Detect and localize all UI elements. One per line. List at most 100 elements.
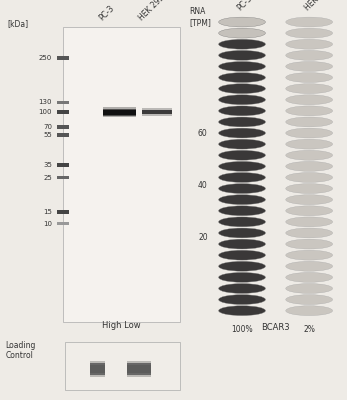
Text: 100: 100 xyxy=(39,109,52,115)
Ellipse shape xyxy=(219,28,265,38)
Ellipse shape xyxy=(219,195,265,204)
Text: 25: 25 xyxy=(43,175,52,181)
Bar xyxy=(57,133,69,137)
Ellipse shape xyxy=(219,50,265,60)
Bar xyxy=(57,222,69,225)
Ellipse shape xyxy=(219,295,265,304)
Ellipse shape xyxy=(286,306,332,316)
Ellipse shape xyxy=(286,139,332,149)
Ellipse shape xyxy=(219,73,265,82)
Text: PC-3: PC-3 xyxy=(236,0,254,12)
Ellipse shape xyxy=(286,28,332,38)
Ellipse shape xyxy=(219,250,265,260)
Ellipse shape xyxy=(286,162,332,171)
Text: HEK 293: HEK 293 xyxy=(137,0,166,22)
Ellipse shape xyxy=(286,128,332,138)
Ellipse shape xyxy=(286,62,332,71)
Text: 70: 70 xyxy=(43,124,52,130)
Ellipse shape xyxy=(286,50,332,60)
Bar xyxy=(103,111,136,116)
Ellipse shape xyxy=(219,239,265,249)
Text: 55: 55 xyxy=(43,132,52,138)
Ellipse shape xyxy=(219,84,265,94)
Text: 40: 40 xyxy=(198,181,208,190)
Ellipse shape xyxy=(219,228,265,238)
Ellipse shape xyxy=(219,217,265,227)
Bar xyxy=(142,112,172,116)
Text: 130: 130 xyxy=(39,99,52,105)
Ellipse shape xyxy=(286,195,332,204)
Text: 35: 35 xyxy=(43,162,52,168)
Ellipse shape xyxy=(286,284,332,293)
Bar xyxy=(127,363,151,375)
Ellipse shape xyxy=(219,150,265,160)
Text: 2%: 2% xyxy=(303,325,315,334)
Ellipse shape xyxy=(286,295,332,304)
Ellipse shape xyxy=(219,162,265,171)
Bar xyxy=(57,210,69,214)
Text: 250: 250 xyxy=(39,55,52,61)
Ellipse shape xyxy=(219,117,265,127)
Ellipse shape xyxy=(286,172,332,182)
Text: PC-3: PC-3 xyxy=(97,3,116,22)
Ellipse shape xyxy=(286,272,332,282)
Ellipse shape xyxy=(286,206,332,216)
Ellipse shape xyxy=(219,17,265,27)
Ellipse shape xyxy=(219,206,265,216)
Bar xyxy=(57,56,69,60)
Ellipse shape xyxy=(219,128,265,138)
Bar xyxy=(90,363,104,375)
Ellipse shape xyxy=(286,228,332,238)
Text: [kDa]: [kDa] xyxy=(7,19,28,28)
Ellipse shape xyxy=(219,306,265,316)
Bar xyxy=(57,162,69,167)
Ellipse shape xyxy=(286,261,332,271)
Bar xyxy=(90,366,104,378)
Text: HEK 293: HEK 293 xyxy=(303,0,332,12)
Ellipse shape xyxy=(286,73,332,82)
Bar xyxy=(127,366,151,378)
Bar xyxy=(103,107,136,112)
Text: 60: 60 xyxy=(198,129,208,138)
Bar xyxy=(142,108,172,112)
Bar xyxy=(103,109,136,113)
Text: BCAR3: BCAR3 xyxy=(261,323,290,332)
Bar xyxy=(57,110,69,114)
Bar xyxy=(142,110,172,114)
Text: 20: 20 xyxy=(198,232,208,242)
Text: Loading
Control: Loading Control xyxy=(5,341,36,360)
Ellipse shape xyxy=(286,84,332,94)
Ellipse shape xyxy=(286,250,332,260)
Bar xyxy=(57,176,69,180)
Ellipse shape xyxy=(219,39,265,49)
Ellipse shape xyxy=(219,261,265,271)
Text: 100%: 100% xyxy=(231,325,253,334)
Ellipse shape xyxy=(219,106,265,116)
Ellipse shape xyxy=(219,62,265,71)
Ellipse shape xyxy=(286,95,332,105)
Ellipse shape xyxy=(286,106,332,116)
Ellipse shape xyxy=(286,150,332,160)
Text: High Low: High Low xyxy=(102,321,141,330)
Ellipse shape xyxy=(286,117,332,127)
Ellipse shape xyxy=(286,217,332,227)
Ellipse shape xyxy=(219,95,265,105)
Text: RNA
[TPM]: RNA [TPM] xyxy=(189,7,211,27)
Bar xyxy=(103,112,136,117)
Ellipse shape xyxy=(286,39,332,49)
Ellipse shape xyxy=(219,284,265,293)
Bar xyxy=(103,110,136,114)
Ellipse shape xyxy=(286,239,332,249)
Bar xyxy=(57,125,69,129)
Bar xyxy=(90,361,104,373)
Text: 15: 15 xyxy=(43,209,52,215)
Bar xyxy=(63,27,180,322)
Ellipse shape xyxy=(219,139,265,149)
Text: 10: 10 xyxy=(43,221,52,227)
Ellipse shape xyxy=(286,184,332,194)
Ellipse shape xyxy=(286,17,332,27)
Bar xyxy=(127,361,151,373)
Bar xyxy=(57,101,69,104)
Ellipse shape xyxy=(219,272,265,282)
Ellipse shape xyxy=(219,184,265,194)
